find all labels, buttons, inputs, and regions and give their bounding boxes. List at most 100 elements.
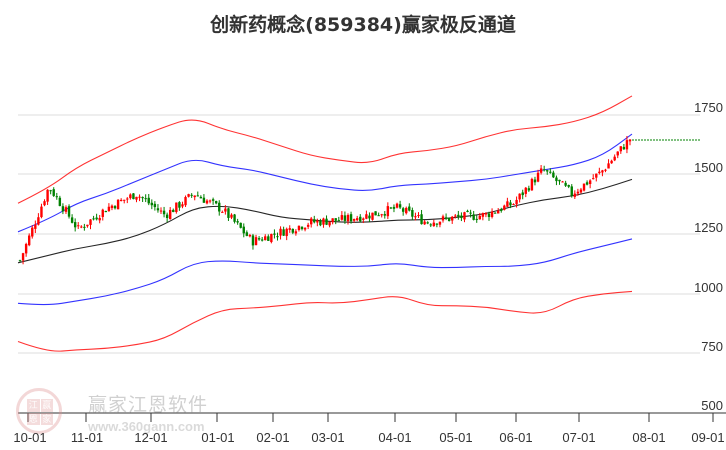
candle: [518, 193, 521, 200]
channel-bands: [17, 95, 633, 352]
candle: [233, 214, 236, 222]
candle: [73, 222, 77, 228]
x-tick-label: 02-01: [256, 430, 290, 445]
candle: [162, 210, 166, 215]
x-tick-label: 12-01: [134, 430, 168, 445]
candle: [451, 216, 454, 221]
candle: [245, 232, 249, 236]
watermark-url: www.360gann.com: [88, 419, 205, 434]
candle: [276, 236, 279, 238]
candle: [343, 215, 347, 221]
candle: [607, 163, 610, 169]
candle: [24, 243, 28, 254]
chart-title: 创新药概念(859384)赢家极反通道: [210, 14, 516, 36]
candle: [512, 204, 515, 206]
candle: [52, 189, 55, 196]
candle: [365, 214, 368, 219]
candle: [552, 172, 555, 178]
candle: [334, 218, 337, 221]
candle: [300, 226, 304, 230]
candle: [405, 207, 408, 214]
candle: [254, 237, 258, 246]
candle: [429, 224, 432, 226]
candle: [592, 178, 595, 180]
candle: [95, 217, 98, 220]
candle: [83, 226, 86, 228]
candle: [211, 199, 215, 201]
candle: [328, 221, 331, 226]
x-tick-label: 04-01: [378, 430, 412, 445]
candle: [282, 229, 285, 236]
candle: [610, 160, 613, 164]
candle: [500, 209, 503, 211]
candle: [515, 199, 518, 205]
candle: [316, 220, 319, 223]
x-tick-label: 11-01: [70, 430, 104, 445]
candle: [80, 226, 83, 228]
candle: [509, 202, 512, 206]
candle: [576, 191, 580, 194]
candle: [359, 216, 362, 222]
band-line: [17, 238, 633, 306]
candle: [199, 196, 203, 199]
watermark-logo-icon: 江 赢 恩 家: [16, 388, 62, 434]
candle: [251, 235, 255, 246]
candle: [248, 235, 252, 237]
candle: [224, 208, 227, 212]
candle: [150, 202, 154, 206]
candle: [527, 188, 531, 191]
candle: [598, 171, 601, 174]
candle: [463, 212, 466, 220]
candle: [181, 204, 184, 207]
candle: [202, 197, 206, 203]
candle: [352, 218, 356, 221]
candle: [291, 228, 295, 233]
candle: [110, 205, 114, 209]
y-tick-1750: 1750: [694, 100, 723, 115]
candle: [414, 216, 417, 218]
watermark-logo-char: 赢: [40, 399, 53, 412]
candle: [411, 210, 414, 217]
candle: [77, 225, 80, 227]
y-tick-1500: 1500: [694, 160, 723, 175]
candle: [239, 222, 242, 228]
candle: [417, 215, 420, 217]
candle: [398, 204, 402, 208]
candle: [37, 217, 40, 225]
candle: [107, 206, 111, 212]
candle: [67, 206, 71, 217]
x-axis: [18, 412, 726, 422]
candle: [613, 156, 616, 161]
candle: [401, 208, 405, 212]
x-tick-label: 07-01: [562, 430, 596, 445]
candle: [441, 216, 445, 221]
candle: [490, 211, 494, 217]
candle: [536, 172, 540, 182]
y-tick-750: 750: [701, 339, 723, 354]
watermark-logo-char: 江: [27, 399, 40, 412]
candle: [331, 218, 334, 223]
candle: [374, 211, 377, 216]
candle: [420, 214, 423, 225]
candle: [264, 236, 267, 241]
candle: [242, 226, 245, 234]
candle: [561, 181, 564, 183]
candle: [447, 217, 451, 221]
candle: [55, 196, 58, 198]
candle: [169, 209, 172, 219]
candle: [438, 221, 442, 225]
candle: [521, 192, 524, 196]
candle: [542, 169, 546, 171]
candle: [506, 201, 509, 207]
candle: [595, 173, 598, 178]
candle: [27, 235, 31, 246]
candle: [601, 170, 604, 173]
candle: [257, 238, 261, 240]
candle: [218, 202, 221, 212]
candle: [588, 180, 592, 184]
candle: [457, 214, 460, 217]
candle: [270, 233, 273, 243]
candle: [86, 224, 89, 227]
candle: [70, 217, 74, 223]
